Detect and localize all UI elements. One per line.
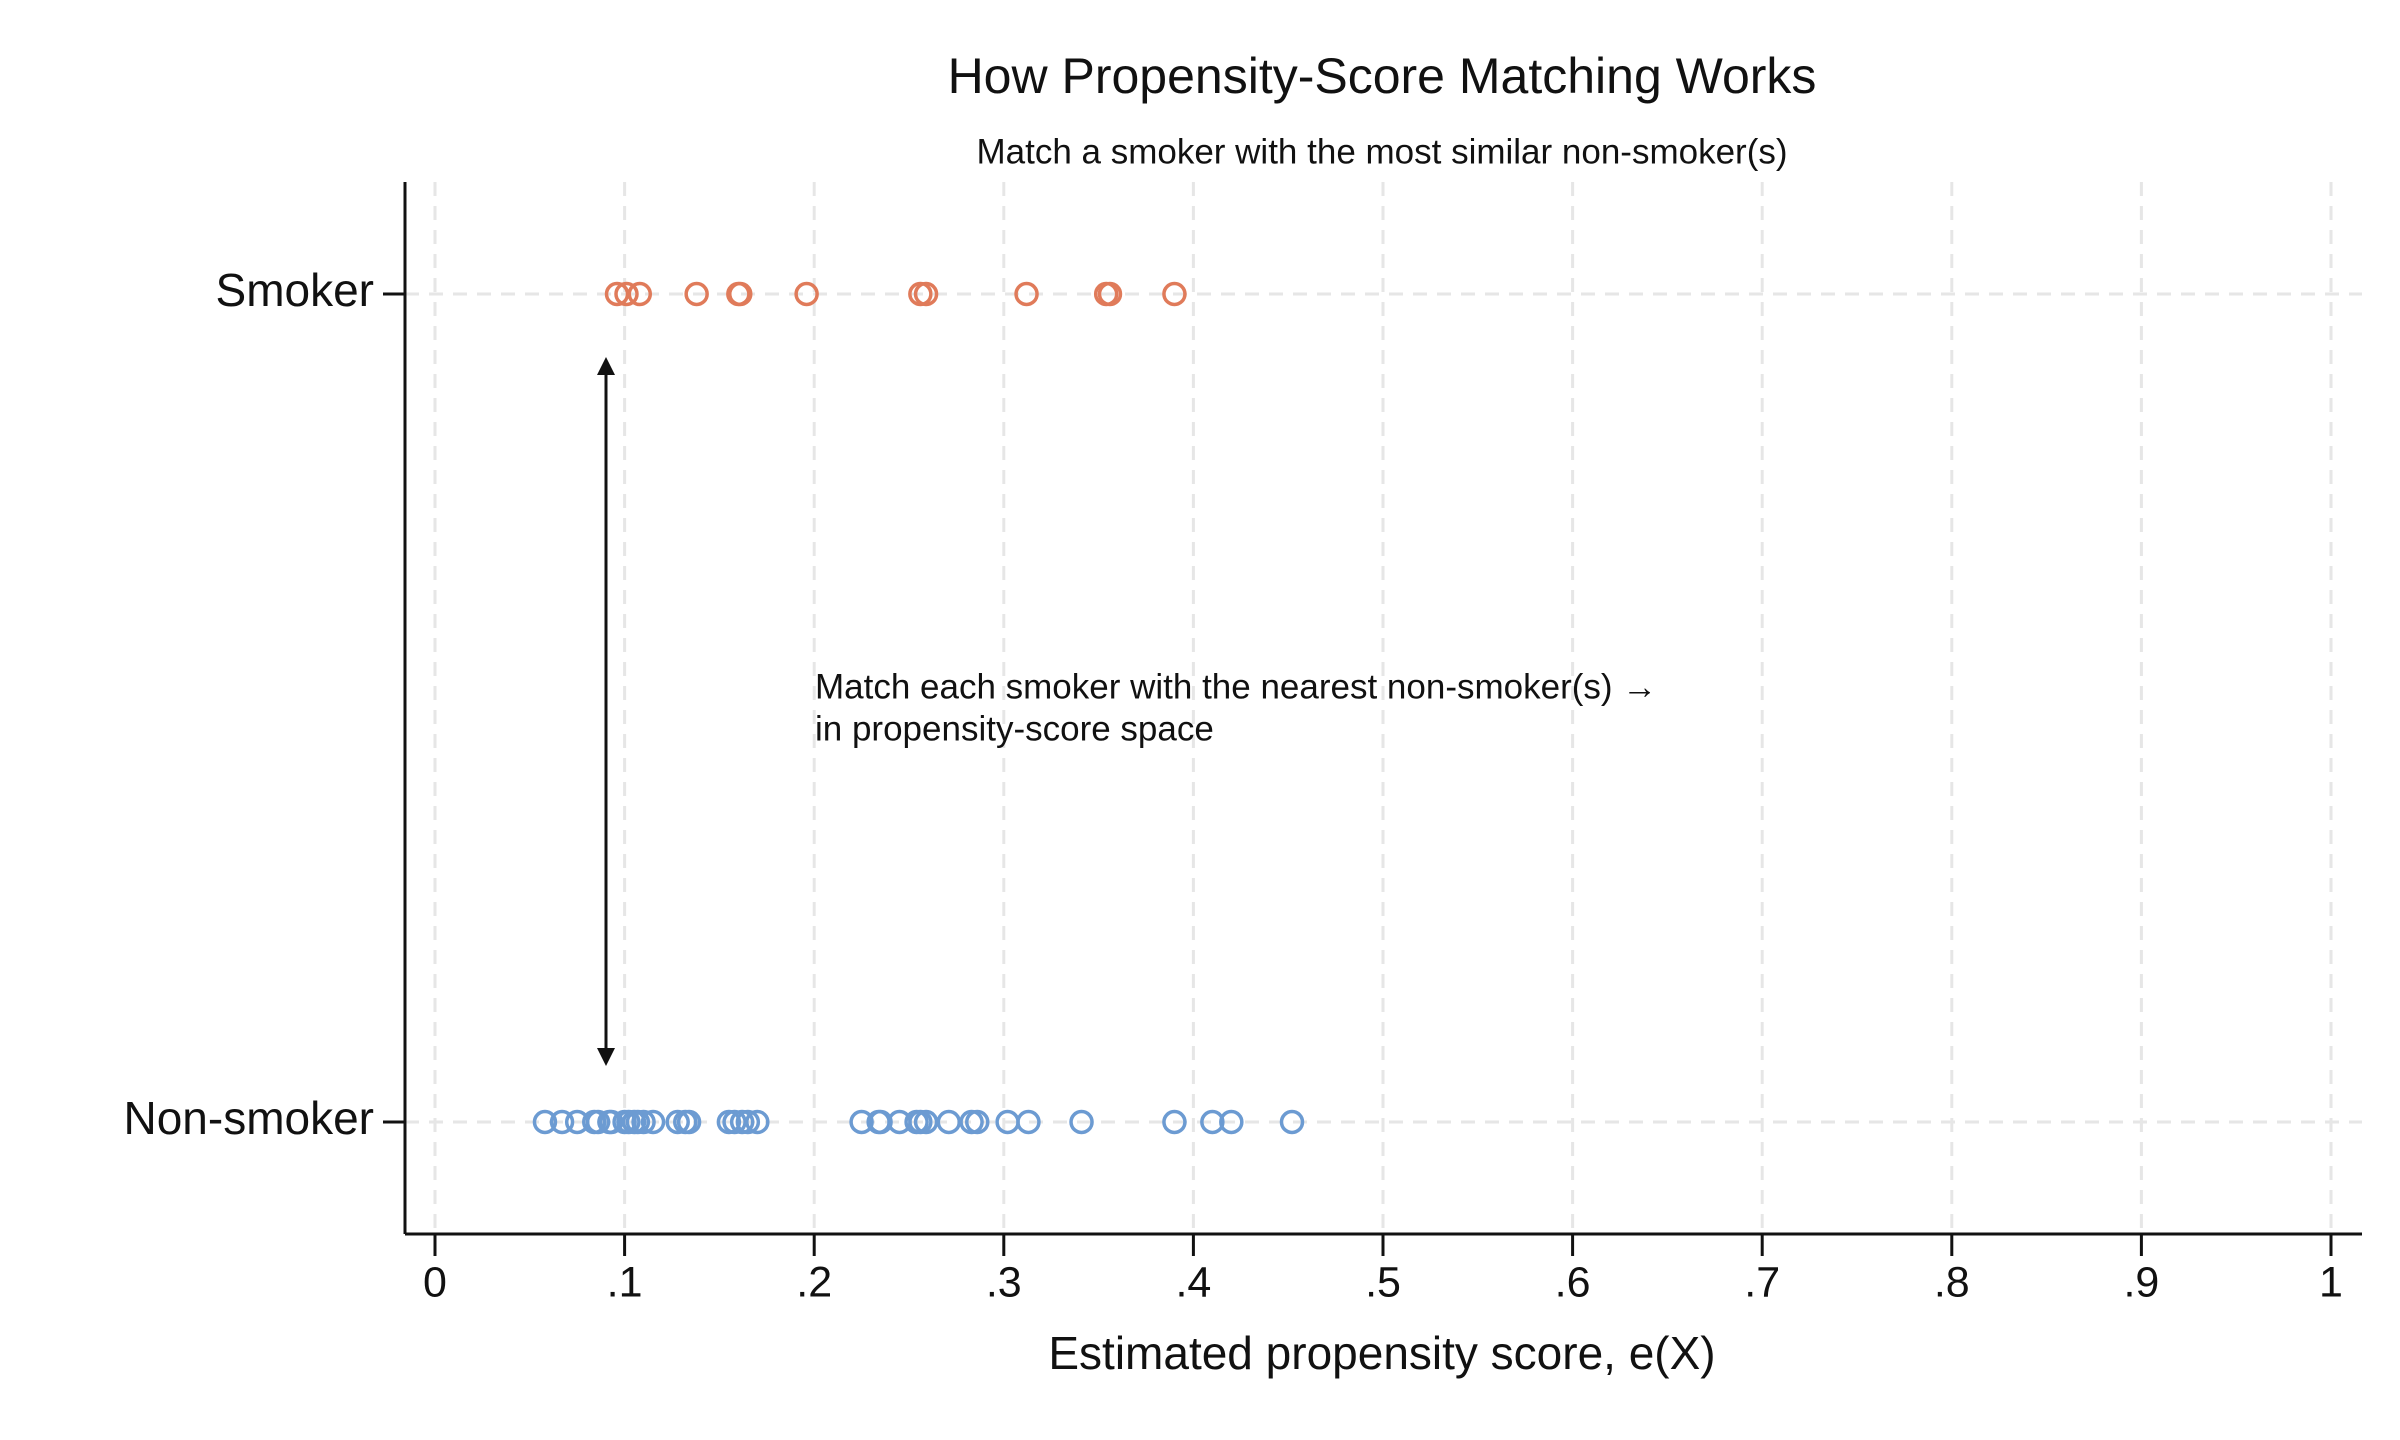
point	[728, 281, 753, 307]
point	[1069, 1109, 1094, 1135]
x-tick-label: .1	[607, 1258, 643, 1306]
point	[913, 281, 939, 307]
x-tick-label: 1	[2319, 1258, 2343, 1306]
point	[614, 281, 639, 307]
y-tick-label: Non-smoker	[123, 1092, 374, 1144]
x-tick-label: .6	[1555, 1258, 1591, 1306]
marks	[532, 281, 1305, 1135]
point	[794, 281, 819, 307]
point	[1162, 1109, 1187, 1135]
point	[665, 1109, 690, 1135]
point	[965, 1109, 990, 1135]
point	[599, 1109, 624, 1135]
point	[676, 1109, 702, 1135]
point	[585, 1109, 611, 1135]
point	[1014, 281, 1039, 307]
point	[532, 1109, 558, 1135]
x-tick-label: .7	[1744, 1258, 1780, 1306]
point	[1097, 281, 1123, 307]
point	[631, 1109, 656, 1135]
point	[1200, 1109, 1225, 1135]
x-tick-label: .9	[2123, 1258, 2159, 1306]
x-tick-label: .8	[1934, 1258, 1970, 1306]
annotation: Match each smoker with the nearest non-s…	[815, 667, 1657, 706]
chart-subtitle: Match a smoker with the most similar non…	[976, 132, 1787, 171]
point	[627, 281, 653, 307]
point	[549, 1109, 575, 1135]
chart-title: How Propensity-Score Matching Works	[948, 48, 1817, 104]
x-tick-label: .2	[796, 1258, 832, 1306]
annotation: in propensity-score space	[815, 709, 1214, 748]
point	[640, 1109, 666, 1135]
point	[1219, 1109, 1244, 1135]
point	[745, 1109, 770, 1135]
point	[1016, 1109, 1041, 1135]
x-tick-label: .4	[1175, 1258, 1211, 1306]
point	[849, 1109, 874, 1135]
point	[735, 1109, 761, 1135]
point	[936, 1109, 962, 1135]
point	[604, 281, 630, 307]
point	[684, 281, 709, 307]
x-tick-label: .3	[986, 1258, 1022, 1306]
x-axis-title: Estimated propensity score, e(X)	[1048, 1327, 1715, 1379]
point	[1162, 281, 1187, 307]
grid	[405, 182, 2362, 1234]
point	[1279, 1109, 1305, 1135]
x-tick-label: 0	[423, 1258, 447, 1306]
y-tick-label: Smoker	[216, 264, 374, 316]
x-tick-label: .5	[1365, 1258, 1401, 1306]
point	[913, 1109, 939, 1135]
point	[868, 1109, 893, 1135]
point	[722, 1109, 747, 1135]
